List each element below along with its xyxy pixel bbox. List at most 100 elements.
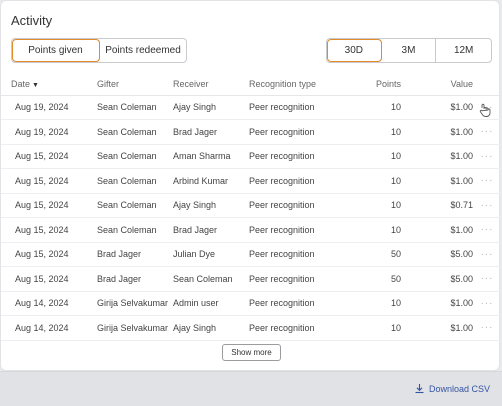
activity-card: Activity Points given Points redeemed 30…	[0, 0, 500, 371]
cell-receiver: Brad Jager	[173, 120, 249, 145]
table-row: Aug 14, 2024 Girija Selvakumar Ajay Singh P…	[1, 316, 501, 341]
cell-gifter: Sean Coleman	[97, 120, 173, 145]
column-header-date-label: Date	[11, 79, 30, 89]
cell-receiver: Ajay Singh	[173, 316, 249, 341]
cell-receiver: Arbind Kumar	[173, 169, 249, 194]
activity-type-toggle: Points given Points redeemed	[11, 38, 187, 63]
cell-value: $1.00	[401, 316, 473, 341]
cell-date: Aug 15, 2024	[1, 144, 97, 169]
cell-value: $5.00	[401, 267, 473, 292]
cell-recognition-type: Peer recognition	[249, 242, 349, 267]
table-row: Aug 19, 2024 Sean Coleman Brad Jager Peer r…	[1, 120, 501, 145]
more-horizontal-icon[interactable]: ···	[473, 120, 501, 145]
more-horizontal-icon[interactable]: ···	[473, 267, 501, 292]
cell-receiver: Ajay Singh	[173, 193, 249, 218]
table-row: Aug 15, 2024 Sean Coleman Brad Jager Peer r…	[1, 218, 501, 243]
activity-table: Date ▼ Gifter Receiver Recognition type P…	[1, 73, 501, 341]
more-horizontal-icon[interactable]: ···	[473, 193, 501, 218]
cell-recognition-type: Peer recognition	[249, 267, 349, 292]
cell-value: $1.00	[401, 120, 473, 145]
cell-receiver: Aman Sharma	[173, 144, 249, 169]
cell-recognition-type: Peer recognition	[249, 169, 349, 194]
cell-value: $1.00	[401, 144, 473, 169]
range-12m-button[interactable]: 12M	[436, 39, 491, 62]
table-row: Aug 15, 2024 Sean Coleman Arbind Kumar Peer…	[1, 169, 501, 194]
sort-desc-icon: ▼	[32, 82, 39, 89]
cell-gifter: Girija Selvakumar	[97, 291, 173, 316]
card-footer: Download CSV	[0, 371, 502, 406]
cell-date: Aug 14, 2024	[1, 316, 97, 341]
more-horizontal-icon[interactable]: ···	[473, 169, 501, 194]
cell-date: Aug 19, 2024	[1, 120, 97, 145]
show-more-button[interactable]: Show more	[222, 344, 281, 361]
cell-recognition-type: Peer recognition	[249, 120, 349, 145]
cell-date: Aug 15, 2024	[1, 242, 97, 267]
column-header-gifter: Gifter	[97, 73, 173, 95]
cell-date: Aug 19, 2024	[1, 95, 97, 120]
cell-points: 50	[349, 242, 401, 267]
cell-date: Aug 15, 2024	[1, 193, 97, 218]
cell-value: $0.71	[401, 193, 473, 218]
column-header-points: Points	[349, 73, 401, 95]
cell-points: 10	[349, 95, 401, 120]
column-header-receiver: Receiver	[173, 73, 249, 95]
mouse-cursor-icon	[479, 103, 491, 117]
cell-points: 10	[349, 120, 401, 145]
more-horizontal-icon[interactable]: ···	[473, 242, 501, 267]
cell-receiver: Julian Dye	[173, 242, 249, 267]
table-row: Aug 19, 2024 Sean Coleman Ajay Singh Peer r…	[1, 95, 501, 120]
cell-gifter: Sean Coleman	[97, 144, 173, 169]
cell-points: 10	[349, 218, 401, 243]
cell-recognition-type: Peer recognition	[249, 316, 349, 341]
cell-value: $1.00	[401, 291, 473, 316]
cell-receiver: Ajay Singh	[173, 95, 249, 120]
cell-date: Aug 15, 2024	[1, 218, 97, 243]
table-row: Aug 15, 2024 Sean Coleman Ajay Singh Peer r…	[1, 193, 501, 218]
cell-points: 50	[349, 267, 401, 292]
page-title: Activity	[11, 13, 52, 28]
cell-gifter: Sean Coleman	[97, 218, 173, 243]
cell-receiver: Sean Coleman	[173, 267, 249, 292]
table-row: Aug 15, 2024 Brad Jager Julian Dye Peer rec…	[1, 242, 501, 267]
column-header-date[interactable]: Date ▼	[1, 73, 97, 95]
cell-points: 10	[349, 144, 401, 169]
tab-points-redeemed[interactable]: Points redeemed	[100, 39, 186, 62]
cell-recognition-type: Peer recognition	[249, 218, 349, 243]
column-header-value: Value	[401, 73, 473, 95]
cell-recognition-type: Peer recognition	[249, 193, 349, 218]
more-horizontal-icon[interactable]: ···	[473, 291, 501, 316]
range-3m-button[interactable]: 3M	[382, 39, 437, 62]
tab-points-given[interactable]: Points given	[12, 39, 100, 62]
cell-gifter: Brad Jager	[97, 242, 173, 267]
cell-date: Aug 14, 2024	[1, 291, 97, 316]
cell-recognition-type: Peer recognition	[249, 291, 349, 316]
cell-points: 10	[349, 291, 401, 316]
cell-gifter: Girija Selvakumar	[97, 316, 173, 341]
column-header-recognition-type: Recognition type	[249, 73, 349, 95]
cell-points: 10	[349, 193, 401, 218]
download-csv-label: Download CSV	[429, 384, 490, 394]
cell-receiver: Admin user	[173, 291, 249, 316]
cell-receiver: Brad Jager	[173, 218, 249, 243]
column-header-actions	[473, 73, 501, 95]
cell-value: $5.00	[401, 242, 473, 267]
more-horizontal-icon[interactable]: ···	[473, 144, 501, 169]
table-row: Aug 15, 2024 Sean Coleman Aman Sharma Peer …	[1, 144, 501, 169]
cell-gifter: Sean Coleman	[97, 169, 173, 194]
download-csv-link[interactable]: Download CSV	[414, 383, 490, 394]
cell-value: $1.00	[401, 169, 473, 194]
cell-gifter: Sean Coleman	[97, 95, 173, 120]
more-horizontal-icon[interactable]: ···	[473, 218, 501, 243]
table-row: Aug 14, 2024 Girija Selvakumar Admin user P…	[1, 291, 501, 316]
more-horizontal-icon[interactable]: ···	[473, 316, 501, 341]
cell-points: 10	[349, 316, 401, 341]
table-header-row: Date ▼ Gifter Receiver Recognition type P…	[1, 73, 501, 95]
date-range-toggle: 30D 3M 12M	[326, 38, 492, 63]
cell-date: Aug 15, 2024	[1, 169, 97, 194]
cell-date: Aug 15, 2024	[1, 267, 97, 292]
range-30d-button[interactable]: 30D	[327, 39, 382, 62]
cell-points: 10	[349, 169, 401, 194]
table-row: Aug 15, 2024 Brad Jager Sean Coleman Peer r…	[1, 267, 501, 292]
download-icon	[414, 383, 425, 394]
cell-value: $1.00	[401, 95, 473, 120]
